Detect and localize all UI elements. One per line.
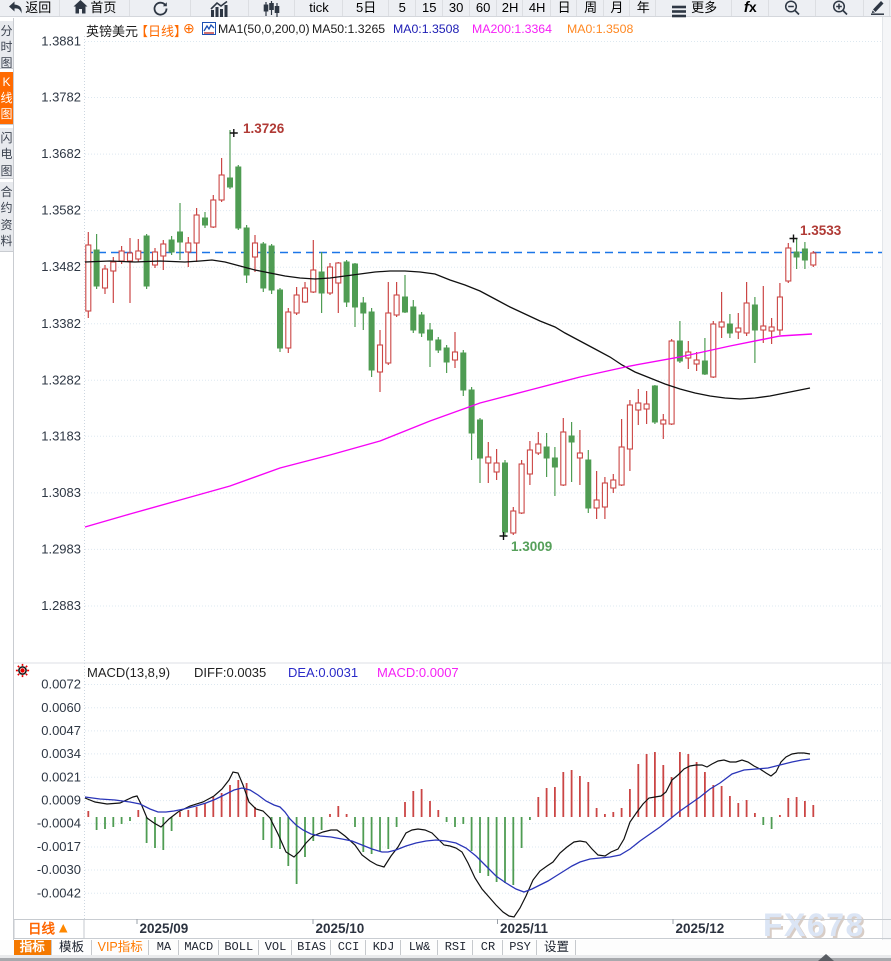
svg-text:1.3482: 1.3482 [41,259,81,274]
svg-text:1.2883: 1.2883 [41,598,81,613]
svg-text:0.0034: 0.0034 [41,746,81,761]
svg-text:1.3582: 1.3582 [41,203,81,218]
svg-text:1.3382: 1.3382 [41,316,81,331]
svg-text:1.3726: 1.3726 [243,121,285,136]
svg-text:1.3083: 1.3083 [41,485,81,500]
svg-text:1.3782: 1.3782 [41,90,81,105]
svg-text:DEA:0.0031: DEA:0.0031 [288,665,358,680]
svg-text:DIFF:0.0035: DIFF:0.0035 [194,665,266,680]
svg-text:FX678: FX678 [763,907,865,943]
svg-text:-0.0004: -0.0004 [37,816,81,831]
svg-text:0.0021: 0.0021 [41,769,81,784]
svg-text:0.0060: 0.0060 [41,700,81,715]
svg-text:-0.0030: -0.0030 [37,862,81,877]
svg-text:-0.0017: -0.0017 [37,839,81,854]
svg-text:1.3881: 1.3881 [41,34,81,49]
svg-text:-0.0042: -0.0042 [37,885,81,900]
svg-text:MACD(13,8,9): MACD(13,8,9) [87,665,170,680]
svg-text:1.3282: 1.3282 [41,372,81,387]
svg-text:1.2983: 1.2983 [41,541,81,556]
svg-text:1.3009: 1.3009 [511,539,552,554]
svg-text:1.3533: 1.3533 [800,223,842,238]
svg-text:0.0072: 0.0072 [41,677,81,692]
svg-text:2025/12: 2025/12 [676,921,725,936]
svg-text:MACD:0.0007: MACD:0.0007 [377,665,459,680]
svg-text:1.3682: 1.3682 [41,146,81,161]
svg-text:2025/11: 2025/11 [500,921,549,936]
svg-text:0.0009: 0.0009 [41,793,81,808]
svg-text:0.0047: 0.0047 [41,723,81,738]
svg-text:2025/10: 2025/10 [316,921,365,936]
svg-text:1.3183: 1.3183 [41,428,81,443]
svg-text:日线: 日线 [28,921,55,937]
svg-text:2025/09: 2025/09 [140,921,189,936]
